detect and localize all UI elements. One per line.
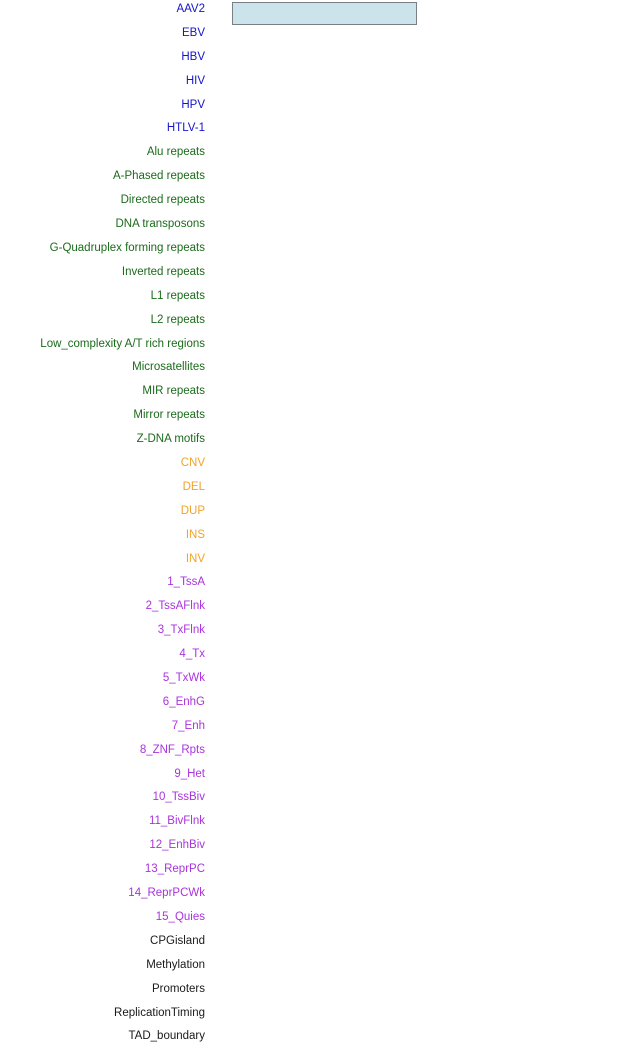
track-left-aav2[interactable] [232, 2, 417, 25]
track-label-tad-boundary: TAD_boundary [128, 1030, 206, 1042]
track-label-htlv-1: HTLV-1 [166, 122, 205, 135]
track-label-inverted-repeats: Inverted repeats [121, 265, 205, 278]
x-axis-left-panel [232, 614, 417, 630]
track-label-ins: INS [185, 528, 205, 541]
track-label-15-quies: 15_Quies [155, 910, 205, 923]
track-label-hiv: HIV [185, 74, 205, 87]
track-label-mir-repeats: MIR repeats [142, 385, 205, 398]
track-label-7-enh: 7_Enh [171, 719, 205, 732]
track-label-cpgisland: CPGisland [150, 934, 205, 947]
track-label-mirror-repeats: Mirror repeats [133, 409, 205, 422]
track-label-dna-transposons: DNA transposons [115, 218, 206, 231]
track-label-3-txflnk: 3_TxFlnk [157, 624, 205, 637]
track-label-directed-repeats: Directed repeats [120, 194, 205, 207]
track-label-methylation: Methylation [146, 958, 205, 971]
track-label-1-tssa: 1_TssA [167, 576, 205, 589]
x-axis-right-panel [452, 614, 627, 630]
track-label-replicationtiming: ReplicationTiming [114, 1006, 205, 1019]
track-label-14-reprpcwk: 14_ReprPCWk [128, 887, 205, 900]
track-label-dup: DUP [180, 504, 205, 517]
track-label-4-tx: 4_Tx [179, 648, 205, 661]
track-label-aav2: AAV2 [176, 3, 205, 15]
track-label-alu-repeats: Alu repeats [146, 146, 205, 159]
track-label-2-tssaflnk: 2_TssAFlnk [145, 600, 205, 613]
track-label-g-quadruplex-forming-repeats: G-Quadruplex forming repeats [49, 241, 205, 254]
track-label-5-txwk: 5_TxWk [162, 672, 205, 684]
track-label-microsatellites: Microsatellites [132, 361, 205, 374]
track-label-del: DEL [182, 480, 205, 493]
track-label-inv: INV [185, 552, 205, 565]
track-label-12-enhbiv: 12_EnhBiv [149, 839, 205, 852]
track-label-hbv: HBV [181, 50, 205, 63]
track-label-a-phased-repeats: A-Phased repeats [112, 170, 205, 183]
track-label-column: AAV2 EBV HBV HIV HPV HTLV-1 Alu repeats A-Phase… [0, 0, 206, 1042]
track-label-l1-repeats: L1 repeats [150, 289, 205, 302]
track-label-8-znf-rpts: 8_ZNF_Rpts [139, 743, 205, 756]
track-label-promoters: Promoters [151, 982, 205, 995]
track-label-z-dna-motifs: Z-DNA motifs [136, 433, 205, 446]
y-axis-ticks-right-panel [424, 0, 450, 612]
track-label-hpv: HPV [181, 98, 205, 111]
track-label-cnv: CNV [180, 456, 205, 469]
track-label-11-bivflnk: 11_BivFlnk [148, 815, 205, 828]
track-label-9-het: 9_Het [174, 767, 205, 780]
track-label-low-complexity-a-t-rich-regions: Low_complexity A/T rich regions [40, 337, 205, 350]
track-label-6-enhg: 6_EnhG [162, 695, 205, 708]
y-axis-ticks-left-panel [204, 0, 230, 612]
track-label-ebv: EBV [181, 26, 205, 39]
track-label-l2-repeats: L2 repeats [150, 313, 205, 326]
track-label-13-reprpc: 13_ReprPC [144, 863, 205, 876]
track-label-10-tssbiv: 10_TssBiv [152, 791, 205, 804]
